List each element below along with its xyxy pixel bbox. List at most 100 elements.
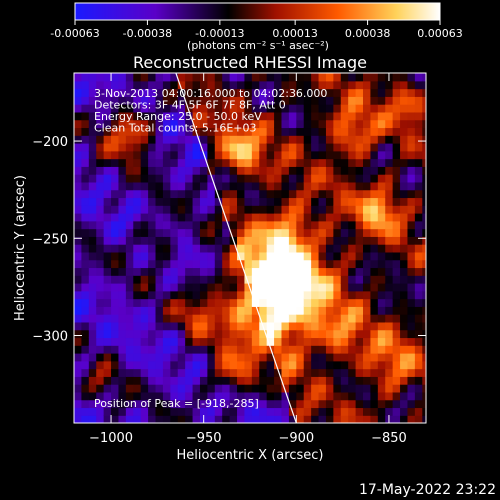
heatmap-cell bbox=[74, 391, 83, 401]
heatmap-cell bbox=[170, 314, 179, 323]
heatmap-cell bbox=[118, 127, 127, 136]
heatmap-cell bbox=[111, 360, 120, 370]
heatmap-cell bbox=[370, 174, 379, 183]
heatmap-cell bbox=[296, 391, 305, 401]
heatmap-cell bbox=[162, 111, 171, 121]
heatmap-cell bbox=[414, 275, 423, 284]
heatmap-cell bbox=[199, 127, 208, 136]
heatmap-cell bbox=[363, 111, 372, 121]
heatmap-cell bbox=[303, 88, 312, 97]
heatmap-cell bbox=[333, 236, 342, 245]
heatmap-cell bbox=[185, 213, 194, 222]
heatmap-cell bbox=[266, 135, 275, 144]
heatmap-cell bbox=[274, 251, 283, 261]
heatmap-cell bbox=[229, 119, 238, 129]
heatmap-cell bbox=[207, 143, 216, 152]
heatmap-cell bbox=[140, 228, 149, 237]
heatmap-cell bbox=[377, 220, 386, 230]
heatmap-cell bbox=[125, 384, 134, 393]
heatmap-cell bbox=[88, 150, 97, 160]
heatmap-cell bbox=[377, 189, 386, 199]
heatmap-cell bbox=[407, 407, 416, 416]
heatmap-cell bbox=[325, 399, 334, 409]
heatmap-cell bbox=[377, 88, 386, 97]
heatmap-cell bbox=[318, 228, 327, 237]
heatmap-cell bbox=[170, 376, 179, 385]
heatmap-cell bbox=[407, 127, 416, 136]
heatmap-cell bbox=[400, 415, 409, 423]
heatmap-cell bbox=[400, 166, 409, 175]
heatmap-cell bbox=[148, 220, 157, 230]
heatmap-cell bbox=[296, 80, 305, 90]
heatmap-cell bbox=[192, 259, 201, 269]
heatmap-cell bbox=[251, 360, 260, 370]
heatmap-cell bbox=[333, 337, 342, 346]
heatmap-cell bbox=[288, 360, 297, 370]
heatmap-cell bbox=[363, 384, 372, 393]
heatmap-cell bbox=[333, 368, 342, 377]
heatmap-cell bbox=[363, 345, 372, 354]
heatmap-cell bbox=[303, 337, 312, 346]
heatmap-cell bbox=[177, 181, 186, 191]
heatmap-cell bbox=[288, 321, 297, 331]
heatmap-cell bbox=[103, 376, 112, 385]
heatmap-cell bbox=[111, 181, 120, 191]
heatmap-cell bbox=[244, 96, 253, 105]
heatmap-cell bbox=[392, 104, 401, 113]
heatmap-cell bbox=[214, 290, 223, 300]
heatmap-cell bbox=[199, 104, 208, 113]
heatmap-cell bbox=[355, 80, 364, 90]
heatmap-cell bbox=[251, 135, 260, 144]
heatmap-cell bbox=[333, 267, 342, 276]
heatmap-cell bbox=[303, 329, 312, 339]
heatmap-cell bbox=[162, 150, 171, 160]
heatmap-cell bbox=[414, 104, 423, 113]
heatmap-cell bbox=[348, 80, 357, 90]
heatmap-cell bbox=[155, 391, 164, 401]
heatmap-cell bbox=[340, 150, 349, 160]
heatmap-cell bbox=[311, 306, 320, 315]
heatmap-cell bbox=[192, 236, 201, 245]
heatmap-cell bbox=[274, 368, 283, 377]
y-axis-label: Heliocentric Y (arcsec) bbox=[13, 175, 28, 321]
heatmap-cell bbox=[340, 96, 349, 105]
heatmap-cell bbox=[103, 197, 112, 206]
annotation-line: 3-Nov-2013 04:00:16.000 to 04:02:36.000 bbox=[94, 87, 327, 100]
heatmap-cell bbox=[296, 96, 305, 105]
heatmap-cell bbox=[140, 236, 149, 245]
heatmap-cell bbox=[281, 236, 290, 245]
heatmap-cell bbox=[296, 150, 305, 160]
heatmap-cell bbox=[288, 314, 297, 323]
heatmap-cell bbox=[214, 337, 223, 346]
heatmap-cell bbox=[333, 158, 342, 167]
heatmap-cell bbox=[74, 244, 83, 253]
heatmap-cell bbox=[74, 135, 83, 144]
heatmap-cell bbox=[222, 353, 231, 362]
heatmap-cell bbox=[229, 80, 238, 90]
heatmap-cell bbox=[414, 415, 423, 423]
heatmap-cell bbox=[288, 259, 297, 269]
heatmap-cell bbox=[148, 368, 157, 377]
heatmap-cell bbox=[296, 244, 305, 253]
heatmap-cell bbox=[185, 73, 194, 82]
heatmap-cell bbox=[192, 399, 201, 409]
heatmap-cell bbox=[111, 174, 120, 183]
heatmap-cell bbox=[392, 197, 401, 206]
heatmap-cell bbox=[111, 275, 120, 284]
heatmap-cell bbox=[244, 283, 253, 292]
heatmap-cell bbox=[340, 197, 349, 206]
heatmap-cell bbox=[303, 166, 312, 175]
heatmap-cell bbox=[422, 150, 426, 160]
heatmap-cell bbox=[177, 360, 186, 370]
heatmap-cell bbox=[303, 391, 312, 401]
heatmap-cell bbox=[74, 399, 83, 409]
heatmap-cell bbox=[88, 181, 97, 191]
heatmap-cell bbox=[214, 267, 223, 276]
heatmap-cell bbox=[348, 353, 357, 362]
heatmap-cell bbox=[370, 329, 379, 339]
heatmap-cell bbox=[96, 407, 105, 416]
heatmap-cell bbox=[288, 158, 297, 167]
heatmap-cell bbox=[392, 391, 401, 401]
heatmap-cell bbox=[363, 329, 372, 339]
heatmap-cell bbox=[88, 197, 97, 206]
